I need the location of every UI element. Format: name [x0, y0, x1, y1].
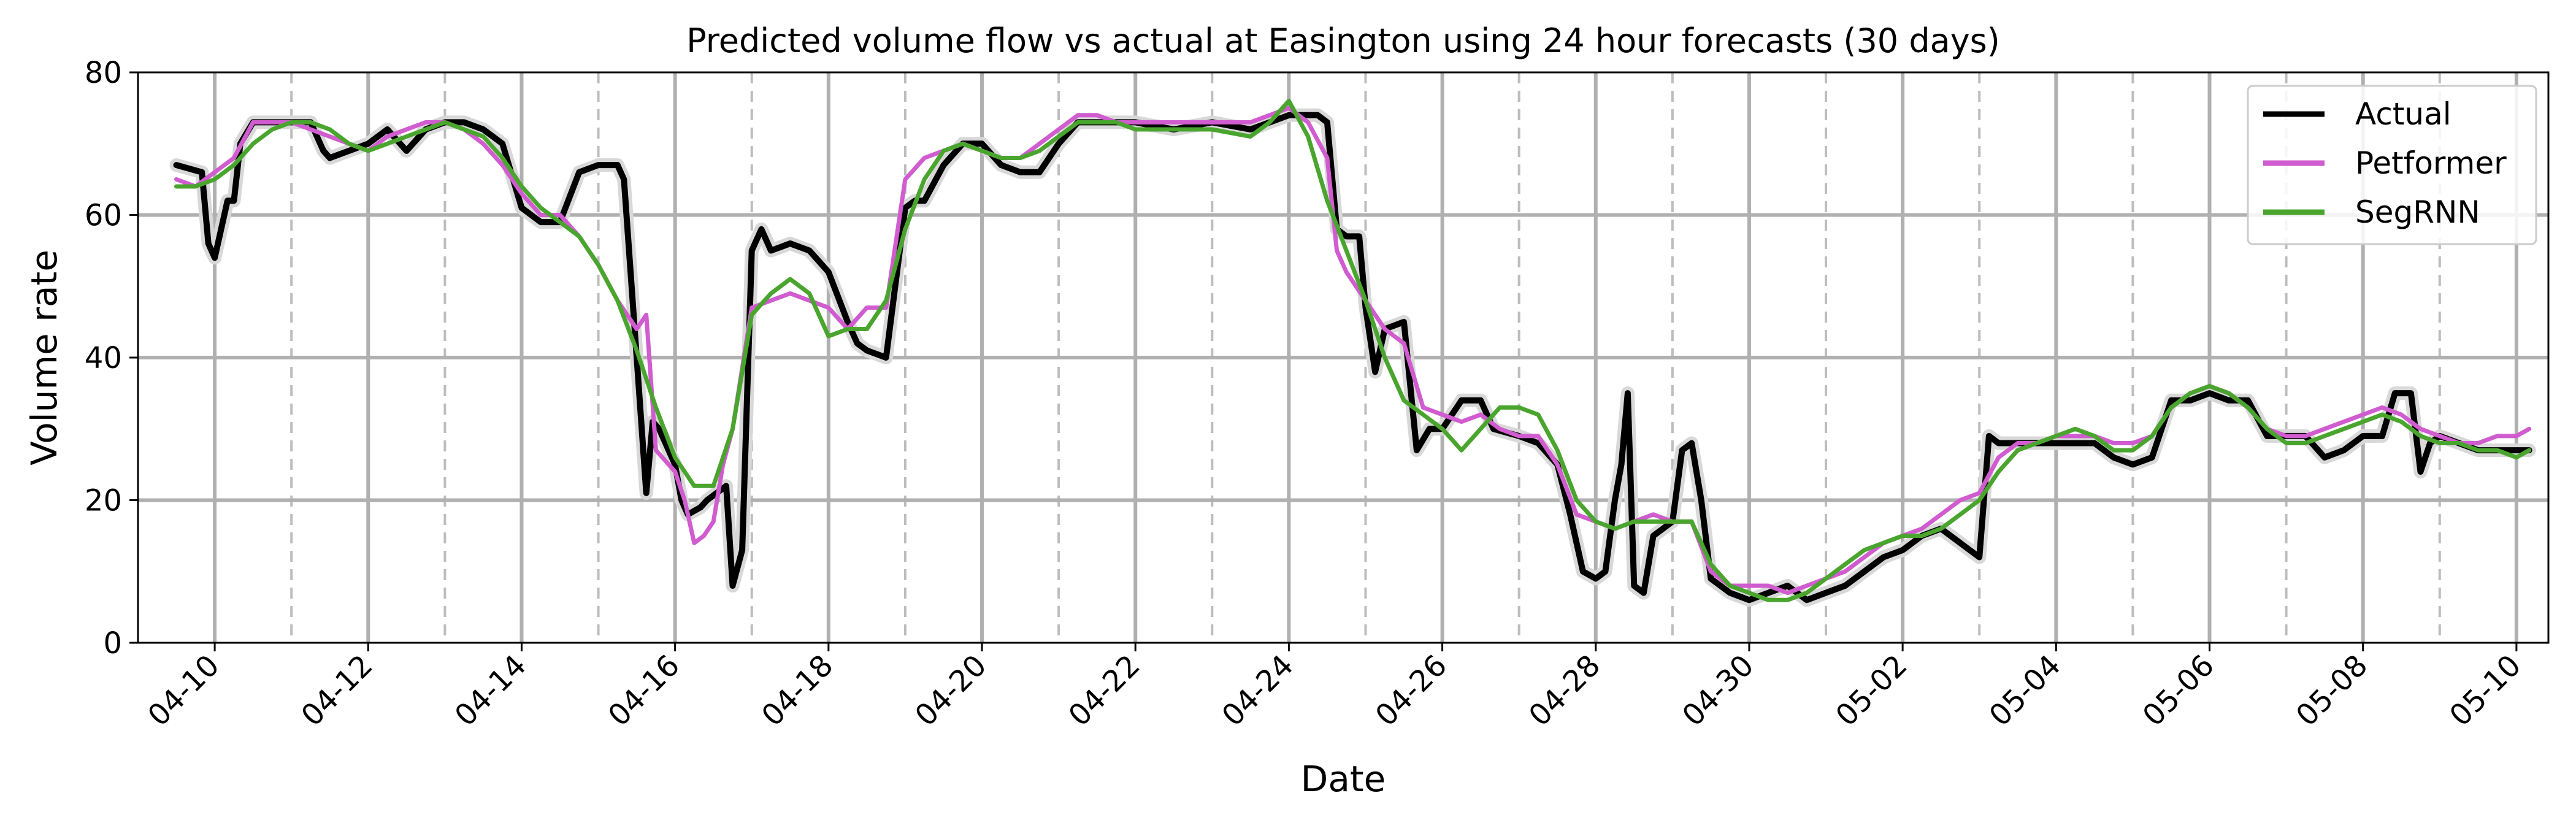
legend-label-petformer: Petformer [2355, 145, 2507, 181]
y-axis-title: Volume rate [23, 250, 65, 466]
grid [138, 72, 2548, 643]
series-line-actual [173, 112, 2532, 604]
y-tick-label: 0 [103, 626, 122, 661]
legend-label-segrnn: SegRNN [2355, 194, 2480, 230]
y-tick-label: 80 [85, 56, 122, 90]
x-axis-title: Date [1301, 758, 1386, 800]
legend-label-actual: Actual [2355, 96, 2451, 132]
series-line-segrnn [174, 99, 2532, 602]
series-lines [169, 99, 2536, 607]
legend-box [2247, 85, 2537, 245]
y-tick-label: 60 [85, 199, 122, 233]
y-axis: 0 20 40 60 80 [85, 56, 138, 661]
legend: Actual Petformer SegRNN [2247, 85, 2537, 245]
y-tick-label: 40 [85, 341, 122, 375]
y-tick-label: 20 [85, 484, 122, 518]
chart-title: Predicted volume flow vs actual at Easin… [686, 21, 2000, 60]
